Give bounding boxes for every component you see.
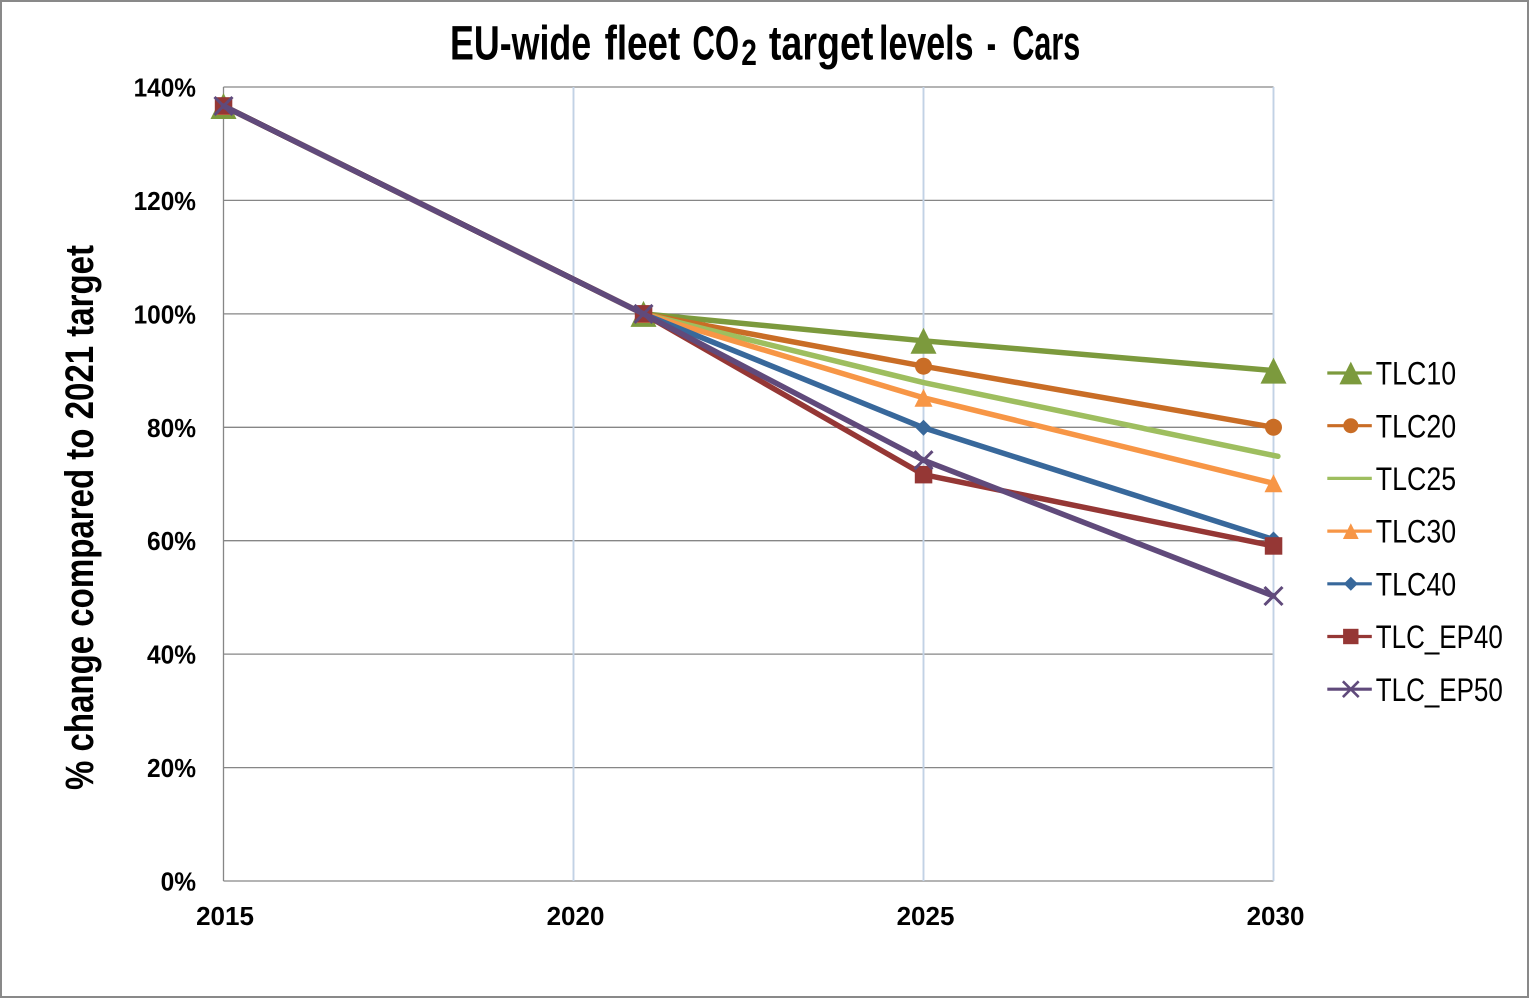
- svg-text:2030: 2030: [1247, 901, 1305, 931]
- svg-text:60%: 60%: [147, 526, 196, 556]
- svg-text:2025: 2025: [897, 901, 955, 931]
- svg-text:2015: 2015: [196, 901, 254, 931]
- svg-text:TLC25: TLC25: [1376, 461, 1456, 497]
- svg-text:80%: 80%: [147, 413, 196, 443]
- svg-text:TLC_EP50: TLC_EP50: [1376, 672, 1503, 708]
- svg-text:2020: 2020: [547, 901, 605, 931]
- svg-text:TLC_EP40: TLC_EP40: [1376, 619, 1503, 655]
- svg-text:TLC40: TLC40: [1376, 566, 1456, 602]
- svg-text:CO: CO: [692, 18, 739, 71]
- svg-text:TLC20: TLC20: [1376, 408, 1456, 444]
- svg-text:% change compared to 2021 targ: % change compared to 2021 target: [58, 245, 102, 790]
- svg-text:TLC30: TLC30: [1376, 514, 1456, 550]
- svg-text:EU-wide: EU-wide: [450, 18, 591, 71]
- svg-text:-: -: [987, 18, 996, 71]
- svg-text:140%: 140%: [134, 73, 196, 103]
- svg-text:0%: 0%: [161, 867, 196, 897]
- svg-text:2: 2: [741, 32, 757, 73]
- svg-text:TLC10: TLC10: [1376, 356, 1456, 392]
- svg-text:120%: 120%: [134, 186, 196, 216]
- svg-text:target: target: [769, 18, 874, 71]
- svg-text:40%: 40%: [147, 640, 196, 670]
- svg-text:20%: 20%: [147, 753, 196, 783]
- svg-text:fleet: fleet: [605, 18, 681, 71]
- svg-text:Cars: Cars: [1012, 18, 1080, 71]
- svg-text:levels: levels: [879, 18, 974, 71]
- svg-text:100%: 100%: [134, 299, 196, 329]
